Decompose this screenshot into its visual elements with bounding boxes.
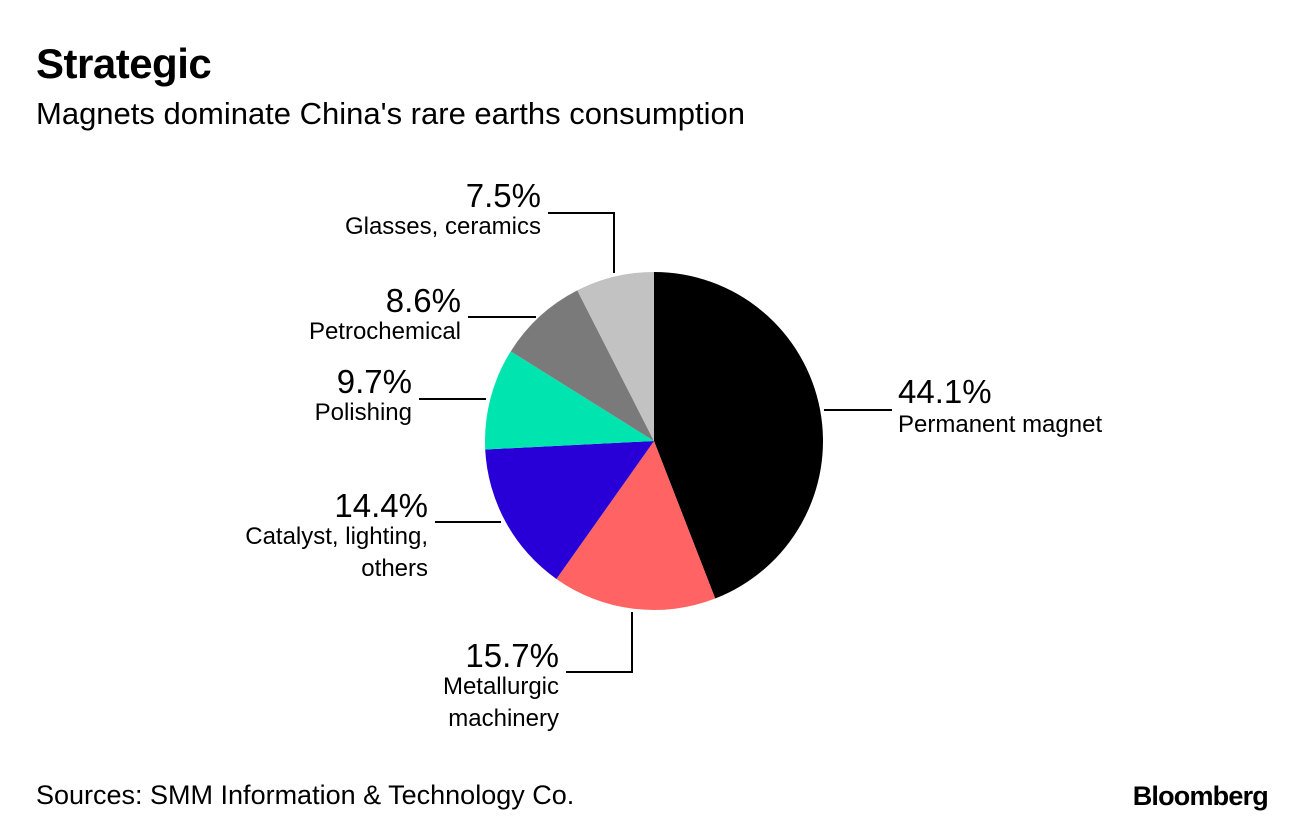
slice-category-label: Permanent magnet: [898, 411, 1102, 438]
slice-value-label: 8.6%: [386, 282, 461, 319]
leader-line-metallurgic-machinery: [566, 612, 633, 673]
slice-category-label: Petrochemical: [309, 318, 461, 345]
slice-value-label: 44.1%: [898, 373, 992, 410]
pie-slice-permanent-magnet: [654, 272, 823, 599]
pie-slice-petrochemical: [510, 290, 654, 441]
bloomberg-logo: Bloomberg: [1132, 781, 1269, 811]
slice-value-label: 15.7%: [465, 637, 559, 674]
slice-value-label: 9.7%: [337, 363, 412, 400]
slice-category-label: Polishing: [315, 399, 412, 426]
pie-slice-glasses-ceramics: [577, 272, 654, 441]
leader-line-glasses-ceramics: [548, 212, 615, 273]
pie-slice-polishing: [484, 351, 654, 450]
slice-value-label: 7.5%: [466, 177, 541, 214]
chart-title: Strategic: [36, 40, 212, 87]
slice-category-label: Catalyst, lighting,: [245, 523, 428, 550]
slice-category-label: others: [361, 555, 428, 582]
slice-category-label: Glasses, ceramics: [345, 213, 541, 240]
slice-value-label: 14.4%: [334, 487, 428, 524]
source-note: Sources: SMM Information & Technology Co…: [36, 780, 575, 810]
slice-category-label: Metallurgic: [443, 673, 559, 700]
pie-slice-metallurgic-machinery: [556, 441, 716, 610]
chart-subtitle: Magnets dominate China's rare earths con…: [36, 96, 745, 131]
slice-category-label: machinery: [448, 705, 559, 732]
pie-slice-catalyst-lighting-others: [485, 441, 654, 579]
